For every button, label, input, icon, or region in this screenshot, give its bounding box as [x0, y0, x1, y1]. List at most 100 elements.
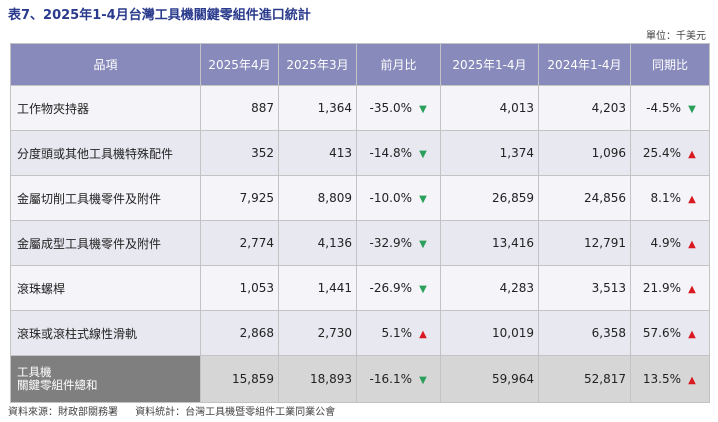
row-mom: -32.9% ▼: [356, 220, 441, 266]
row-mom-arrow-icon: ▼: [419, 194, 427, 205]
total-label: 工具機 關鍵零組件總和: [10, 355, 201, 403]
row-ytd25-value: 10,019: [440, 310, 539, 356]
row-item-name: 分度頭或其他工具機特殊配件: [10, 130, 201, 176]
row-yoy-value: 57.6%: [642, 326, 681, 340]
import-stats-table: 品項 2025年4月 2025年3月 前月比 2025年1-4月 2024年1-…: [10, 43, 710, 403]
row-ytd25-value: 4,013: [440, 85, 539, 131]
row-mom-value: -32.9%: [369, 236, 412, 250]
row-yoy-value: 21.9%: [642, 281, 681, 295]
row-mom-arrow-icon: ▼: [419, 104, 427, 115]
row-apr-value: 2,868: [200, 310, 279, 356]
row-mom-value: -14.8%: [369, 146, 412, 160]
row-ytd25-value: 4,283: [440, 265, 539, 311]
row-apr-value: 2,774: [200, 220, 279, 266]
row-ytd24-value: 12,791: [538, 220, 631, 266]
row-apr-value: 7,925: [200, 175, 279, 221]
row-yoy-arrow-icon: ▲: [688, 194, 696, 205]
total-label-line1: 工具機: [17, 365, 52, 379]
row-yoy: 8.1% ▲: [630, 175, 710, 221]
row-apr-value: 887: [200, 85, 279, 131]
row-yoy-value: 25.4%: [642, 146, 681, 160]
row-mar-value: 8,809: [278, 175, 357, 221]
row-ytd25-value: 1,374: [440, 130, 539, 176]
row-mom-arrow-icon: ▼: [419, 284, 427, 295]
row-mar-value: 413: [278, 130, 357, 176]
row-ytd24-value: 24,856: [538, 175, 631, 221]
row-ytd24-value: 6,358: [538, 310, 631, 356]
row-yoy: 4.9% ▲: [630, 220, 710, 266]
row-mom-arrow-icon: ▼: [419, 149, 427, 160]
row-mom-value: -10.0%: [369, 191, 412, 205]
row-yoy: 21.9% ▲: [630, 265, 710, 311]
header-mom: 前月比: [356, 43, 441, 86]
table-title: 表7、2025年1-4月台灣工具機關鍵零組件進口統計: [8, 8, 311, 23]
row-mom: 5.1% ▲: [356, 310, 441, 356]
total-yoy: 13.5% ▲: [630, 355, 710, 403]
row-yoy-value: 4.9%: [650, 236, 682, 250]
footer: 資料來源：財政部關務署 資料統計：台灣工具機暨零組件工業同業公會: [8, 403, 349, 418]
row-item-name: 滾珠或滾柱式線性滑軌: [10, 310, 201, 356]
row-yoy-arrow-icon: ▲: [688, 284, 696, 295]
row-yoy: 25.4% ▲: [630, 130, 710, 176]
total-row: 工具機 關鍵零組件總和 15,859 18,893 -16.1% ▼ 59,964…: [10, 355, 710, 403]
total-mar: 18,893: [278, 355, 357, 403]
total-ytd24: 52,817: [538, 355, 631, 403]
header-row: 品項 2025年4月 2025年3月 前月比 2025年1-4月 2024年1-…: [10, 43, 710, 86]
row-mom: -14.8% ▼: [356, 130, 441, 176]
row-mom-arrow-icon: ▼: [419, 239, 427, 250]
row-mom-value: -35.0%: [369, 101, 412, 115]
unit-label: 單位：千美元: [646, 31, 706, 42]
row-item-name: 滾珠螺桿: [10, 265, 201, 311]
total-mom-arrow-icon: ▼: [419, 375, 427, 386]
table-row: 分度頭或其他工具機特殊配件 352 413 -14.8% ▼ 1,374 1,096 25.4…: [10, 130, 710, 176]
row-yoy-value: 8.1%: [650, 191, 682, 205]
row-yoy-arrow-icon: ▲: [688, 149, 696, 160]
row-item-name: 金屬切削工具機零件及附件: [10, 175, 201, 221]
header-2024-ytd: 2024年1-4月: [538, 43, 631, 86]
row-yoy: -4.5% ▼: [630, 85, 710, 131]
header-item: 品項: [10, 43, 201, 86]
row-ytd25-value: 26,859: [440, 175, 539, 221]
row-ytd25-value: 13,416: [440, 220, 539, 266]
table-row: 金屬切削工具機零件及附件 7,925 8,809 -10.0% ▼ 26,859 24,85…: [10, 175, 710, 221]
table-row: 工作物夾持器 887 1,364 -35.0% ▼ 4,013 4,203 -4.5% ▼: [10, 85, 710, 131]
table-row: 金屬成型工具機零件及附件 2,774 4,136 -32.9% ▼ 13,416 12,79…: [10, 220, 710, 266]
row-mom: -10.0% ▼: [356, 175, 441, 221]
header-2025-apr: 2025年4月: [200, 43, 279, 86]
row-yoy: 57.6% ▲: [630, 310, 710, 356]
table-row: 滾珠螺桿 1,053 1,441 -26.9% ▼ 4,283 3,513 21.9% ▲: [10, 265, 710, 311]
row-mom: -35.0% ▼: [356, 85, 441, 131]
total-yoy-value: 13.5%: [642, 372, 681, 386]
table-row: 滾珠或滾柱式線性滑軌 2,868 2,730 5.1% ▲ 10,019 6,358 57.6…: [10, 310, 710, 356]
header-yoy: 同期比: [630, 43, 710, 86]
row-ytd24-value: 1,096: [538, 130, 631, 176]
total-ytd25: 59,964: [440, 355, 539, 403]
row-item-name: 工作物夾持器: [10, 85, 201, 131]
row-yoy-arrow-icon: ▲: [688, 239, 696, 250]
row-yoy-value: -4.5%: [646, 101, 681, 115]
row-mar-value: 1,364: [278, 85, 357, 131]
total-yoy-arrow-icon: ▲: [688, 375, 696, 386]
footer-compiled: 資料統計：台灣工具機暨零組件工業同業公會: [135, 407, 336, 418]
total-mom: -16.1% ▼: [356, 355, 441, 403]
row-yoy-arrow-icon: ▲: [688, 329, 696, 340]
row-ytd24-value: 4,203: [538, 85, 631, 131]
total-apr: 15,859: [200, 355, 279, 403]
header-2025-ytd: 2025年1-4月: [440, 43, 539, 86]
header-2025-mar: 2025年3月: [278, 43, 357, 86]
footer-source: 資料來源：財政部關務署: [8, 407, 118, 418]
total-mom-value: -16.1%: [369, 372, 412, 386]
row-mom: -26.9% ▼: [356, 265, 441, 311]
row-apr-value: 1,053: [200, 265, 279, 311]
row-mar-value: 1,441: [278, 265, 357, 311]
total-label-line2: 關鍵零組件總和: [17, 378, 98, 392]
row-ytd24-value: 3,513: [538, 265, 631, 311]
row-mom-value: 5.1%: [381, 326, 413, 340]
row-mom-arrow-icon: ▲: [419, 329, 427, 340]
row-mom-value: -26.9%: [369, 281, 412, 295]
row-yoy-arrow-icon: ▼: [688, 104, 696, 115]
row-mar-value: 4,136: [278, 220, 357, 266]
row-mar-value: 2,730: [278, 310, 357, 356]
row-item-name: 金屬成型工具機零件及附件: [10, 220, 201, 266]
row-apr-value: 352: [200, 130, 279, 176]
